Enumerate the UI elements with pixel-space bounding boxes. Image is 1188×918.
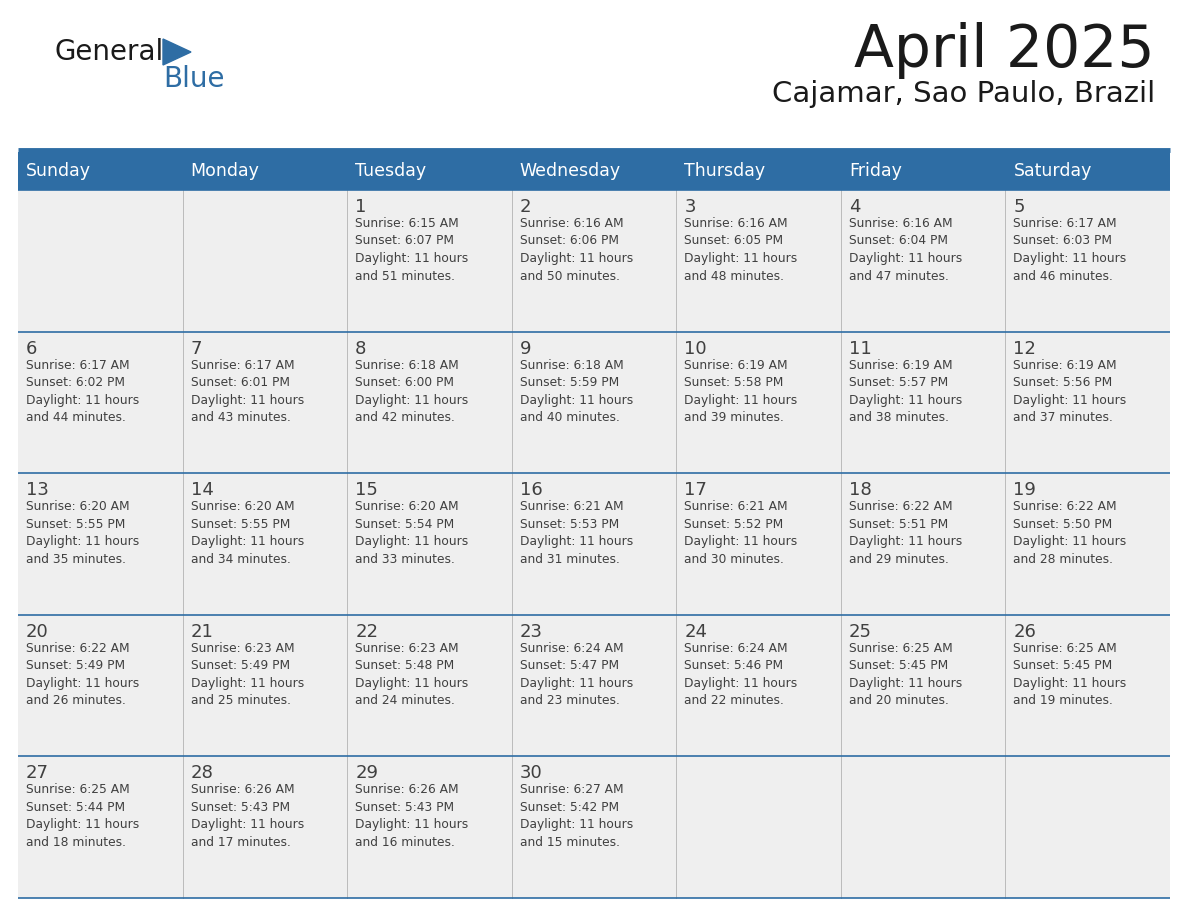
Text: Sunrise: 6:25 AM
Sunset: 5:45 PM
Daylight: 11 hours
and 20 minutes.: Sunrise: 6:25 AM Sunset: 5:45 PM Dayligh… [849, 642, 962, 707]
Text: Friday: Friday [849, 162, 902, 180]
Text: Sunrise: 6:16 AM
Sunset: 6:05 PM
Daylight: 11 hours
and 48 minutes.: Sunrise: 6:16 AM Sunset: 6:05 PM Dayligh… [684, 217, 797, 283]
Bar [18, 331, 1170, 473]
Text: Sunrise: 6:22 AM
Sunset: 5:51 PM
Daylight: 11 hours
and 29 minutes.: Sunrise: 6:22 AM Sunset: 5:51 PM Dayligh… [849, 500, 962, 565]
Bar [18, 473, 1170, 615]
Text: Sunrise: 6:25 AM
Sunset: 5:44 PM
Daylight: 11 hours
and 18 minutes.: Sunrise: 6:25 AM Sunset: 5:44 PM Dayligh… [26, 783, 139, 849]
Text: Sunrise: 6:19 AM
Sunset: 5:57 PM
Daylight: 11 hours
and 38 minutes.: Sunrise: 6:19 AM Sunset: 5:57 PM Dayligh… [849, 359, 962, 424]
Text: Sunrise: 6:26 AM
Sunset: 5:43 PM
Daylight: 11 hours
and 17 minutes.: Sunrise: 6:26 AM Sunset: 5:43 PM Dayligh… [190, 783, 304, 849]
Text: 2: 2 [519, 198, 531, 216]
Text: 27: 27 [26, 765, 49, 782]
Text: Monday: Monday [190, 162, 259, 180]
Text: Sunrise: 6:16 AM
Sunset: 6:04 PM
Daylight: 11 hours
and 47 minutes.: Sunrise: 6:16 AM Sunset: 6:04 PM Dayligh… [849, 217, 962, 283]
Text: Cajamar, Sao Paulo, Brazil: Cajamar, Sao Paulo, Brazil [772, 80, 1155, 108]
Text: 3: 3 [684, 198, 696, 216]
Bar [18, 152, 1170, 190]
Text: 1: 1 [355, 198, 367, 216]
Text: Sunrise: 6:24 AM
Sunset: 5:47 PM
Daylight: 11 hours
and 23 minutes.: Sunrise: 6:24 AM Sunset: 5:47 PM Dayligh… [519, 642, 633, 707]
Text: 17: 17 [684, 481, 707, 499]
Text: Sunday: Sunday [26, 162, 91, 180]
Text: 14: 14 [190, 481, 214, 499]
Text: Sunrise: 6:22 AM
Sunset: 5:49 PM
Daylight: 11 hours
and 26 minutes.: Sunrise: 6:22 AM Sunset: 5:49 PM Dayligh… [26, 642, 139, 707]
Text: 25: 25 [849, 622, 872, 641]
Bar [18, 190, 1170, 331]
Text: April 2025: April 2025 [854, 22, 1155, 79]
Text: 8: 8 [355, 340, 367, 358]
Bar [18, 615, 1170, 756]
Text: Thursday: Thursday [684, 162, 765, 180]
Text: Sunrise: 6:24 AM
Sunset: 5:46 PM
Daylight: 11 hours
and 22 minutes.: Sunrise: 6:24 AM Sunset: 5:46 PM Dayligh… [684, 642, 797, 707]
Text: Sunrise: 6:18 AM
Sunset: 5:59 PM
Daylight: 11 hours
and 40 minutes.: Sunrise: 6:18 AM Sunset: 5:59 PM Dayligh… [519, 359, 633, 424]
Text: Tuesday: Tuesday [355, 162, 426, 180]
Text: 19: 19 [1013, 481, 1036, 499]
Text: Sunrise: 6:20 AM
Sunset: 5:54 PM
Daylight: 11 hours
and 33 minutes.: Sunrise: 6:20 AM Sunset: 5:54 PM Dayligh… [355, 500, 468, 565]
Text: 29: 29 [355, 765, 378, 782]
Text: 9: 9 [519, 340, 531, 358]
Text: Sunrise: 6:19 AM
Sunset: 5:56 PM
Daylight: 11 hours
and 37 minutes.: Sunrise: 6:19 AM Sunset: 5:56 PM Dayligh… [1013, 359, 1126, 424]
Polygon shape [163, 39, 191, 65]
Text: Sunrise: 6:23 AM
Sunset: 5:49 PM
Daylight: 11 hours
and 25 minutes.: Sunrise: 6:23 AM Sunset: 5:49 PM Dayligh… [190, 642, 304, 707]
Text: Sunrise: 6:19 AM
Sunset: 5:58 PM
Daylight: 11 hours
and 39 minutes.: Sunrise: 6:19 AM Sunset: 5:58 PM Dayligh… [684, 359, 797, 424]
Text: 12: 12 [1013, 340, 1036, 358]
Text: Wednesday: Wednesday [519, 162, 621, 180]
Text: 10: 10 [684, 340, 707, 358]
Text: Sunrise: 6:27 AM
Sunset: 5:42 PM
Daylight: 11 hours
and 15 minutes.: Sunrise: 6:27 AM Sunset: 5:42 PM Dayligh… [519, 783, 633, 849]
Text: Sunrise: 6:26 AM
Sunset: 5:43 PM
Daylight: 11 hours
and 16 minutes.: Sunrise: 6:26 AM Sunset: 5:43 PM Dayligh… [355, 783, 468, 849]
Text: Sunrise: 6:15 AM
Sunset: 6:07 PM
Daylight: 11 hours
and 51 minutes.: Sunrise: 6:15 AM Sunset: 6:07 PM Dayligh… [355, 217, 468, 283]
Text: Sunrise: 6:17 AM
Sunset: 6:02 PM
Daylight: 11 hours
and 44 minutes.: Sunrise: 6:17 AM Sunset: 6:02 PM Dayligh… [26, 359, 139, 424]
Text: 28: 28 [190, 765, 214, 782]
Text: 5: 5 [1013, 198, 1025, 216]
Text: 7: 7 [190, 340, 202, 358]
Text: Sunrise: 6:18 AM
Sunset: 6:00 PM
Daylight: 11 hours
and 42 minutes.: Sunrise: 6:18 AM Sunset: 6:00 PM Dayligh… [355, 359, 468, 424]
Text: 16: 16 [519, 481, 543, 499]
Text: 18: 18 [849, 481, 872, 499]
Text: 13: 13 [26, 481, 49, 499]
Text: Saturday: Saturday [1013, 162, 1092, 180]
Text: 26: 26 [1013, 622, 1036, 641]
Text: General: General [55, 38, 164, 66]
Text: Sunrise: 6:16 AM
Sunset: 6:06 PM
Daylight: 11 hours
and 50 minutes.: Sunrise: 6:16 AM Sunset: 6:06 PM Dayligh… [519, 217, 633, 283]
Text: 24: 24 [684, 622, 707, 641]
Text: 21: 21 [190, 622, 214, 641]
Text: 22: 22 [355, 622, 378, 641]
Text: 4: 4 [849, 198, 860, 216]
Text: Sunrise: 6:21 AM
Sunset: 5:52 PM
Daylight: 11 hours
and 30 minutes.: Sunrise: 6:21 AM Sunset: 5:52 PM Dayligh… [684, 500, 797, 565]
Text: Sunrise: 6:17 AM
Sunset: 6:03 PM
Daylight: 11 hours
and 46 minutes.: Sunrise: 6:17 AM Sunset: 6:03 PM Dayligh… [1013, 217, 1126, 283]
Bar [18, 756, 1170, 898]
Text: 11: 11 [849, 340, 872, 358]
Text: Sunrise: 6:17 AM
Sunset: 6:01 PM
Daylight: 11 hours
and 43 minutes.: Sunrise: 6:17 AM Sunset: 6:01 PM Dayligh… [190, 359, 304, 424]
Text: Sunrise: 6:22 AM
Sunset: 5:50 PM
Daylight: 11 hours
and 28 minutes.: Sunrise: 6:22 AM Sunset: 5:50 PM Dayligh… [1013, 500, 1126, 565]
Text: 23: 23 [519, 622, 543, 641]
Text: Sunrise: 6:25 AM
Sunset: 5:45 PM
Daylight: 11 hours
and 19 minutes.: Sunrise: 6:25 AM Sunset: 5:45 PM Dayligh… [1013, 642, 1126, 707]
Text: Blue: Blue [163, 65, 225, 93]
Text: 20: 20 [26, 622, 49, 641]
Text: Sunrise: 6:20 AM
Sunset: 5:55 PM
Daylight: 11 hours
and 35 minutes.: Sunrise: 6:20 AM Sunset: 5:55 PM Dayligh… [26, 500, 139, 565]
Text: Sunrise: 6:21 AM
Sunset: 5:53 PM
Daylight: 11 hours
and 31 minutes.: Sunrise: 6:21 AM Sunset: 5:53 PM Dayligh… [519, 500, 633, 565]
Text: 15: 15 [355, 481, 378, 499]
Text: Sunrise: 6:23 AM
Sunset: 5:48 PM
Daylight: 11 hours
and 24 minutes.: Sunrise: 6:23 AM Sunset: 5:48 PM Dayligh… [355, 642, 468, 707]
Text: Sunrise: 6:20 AM
Sunset: 5:55 PM
Daylight: 11 hours
and 34 minutes.: Sunrise: 6:20 AM Sunset: 5:55 PM Dayligh… [190, 500, 304, 565]
Text: 30: 30 [519, 765, 543, 782]
Text: 6: 6 [26, 340, 37, 358]
